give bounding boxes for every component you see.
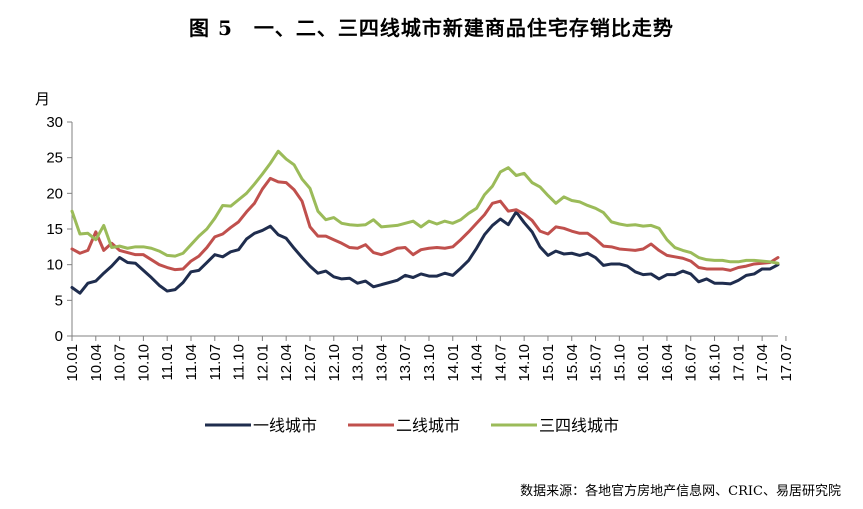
x-tick-label: 10.01 bbox=[64, 344, 81, 382]
x-tick-label: 10.04 bbox=[88, 344, 105, 382]
y-tick-label: 20 bbox=[46, 185, 63, 202]
x-tick-label: 16.04 bbox=[659, 344, 676, 382]
y-tick-label: 25 bbox=[46, 150, 63, 167]
y-axis-ticks: 0 5 10 15 20 25 30 bbox=[46, 114, 72, 345]
series-line-2 bbox=[70, 176, 780, 272]
x-tick-label: 15.10 bbox=[611, 344, 628, 382]
x-axis-ticks: 10.01 10.04 10.07 10.10 11.01 11.04 11.07 11.10… bbox=[64, 336, 795, 382]
x-tick-label: 11.04 bbox=[183, 344, 200, 380]
x-tick-label: 11.01 bbox=[159, 344, 176, 380]
chart-title: 图 5 一、二、三四线城市新建商品住宅存销比走势 bbox=[189, 16, 674, 40]
series-line-3 bbox=[70, 149, 780, 265]
x-tick-label: 16.10 bbox=[707, 344, 724, 382]
legend-label: 三四线城市 bbox=[539, 416, 619, 435]
legend: 一线城市 二线城市 三四线城市 bbox=[205, 416, 619, 435]
x-tick-label: 10.10 bbox=[135, 344, 152, 382]
x-tick-label: 15.07 bbox=[588, 344, 605, 382]
series-lines bbox=[70, 149, 780, 295]
x-tick-label: 12.07 bbox=[302, 344, 319, 382]
x-tick-label: 13.04 bbox=[373, 344, 390, 382]
x-tick-label: 11.10 bbox=[231, 344, 248, 380]
x-tick-label: 17.04 bbox=[754, 344, 771, 382]
legend-label: 二线城市 bbox=[396, 416, 460, 435]
x-tick-label: 14.04 bbox=[469, 344, 486, 382]
x-tick-label: 14.07 bbox=[492, 344, 509, 382]
series-line-1 bbox=[70, 210, 780, 295]
x-tick-label: 12.04 bbox=[278, 344, 295, 382]
x-tick-label: 14.10 bbox=[516, 344, 533, 382]
y-tick-label: 5 bbox=[55, 292, 63, 309]
x-tick-label: 13.01 bbox=[350, 344, 367, 382]
x-tick-label: 11.07 bbox=[207, 344, 224, 380]
x-tick-label: 10.07 bbox=[112, 344, 129, 382]
x-tick-label: 16.01 bbox=[635, 344, 652, 382]
x-tick-label: 13.07 bbox=[397, 344, 414, 382]
x-tick-label: 15.04 bbox=[564, 344, 581, 382]
x-tick-label: 13.10 bbox=[421, 344, 438, 382]
legend-label: 一线城市 bbox=[253, 416, 317, 435]
y-tick-label: 15 bbox=[46, 221, 63, 238]
x-tick-label: 17.01 bbox=[730, 344, 747, 382]
y-axis-unit-label: 月 bbox=[35, 90, 50, 108]
x-tick-label: 15.01 bbox=[540, 344, 557, 382]
chart-axes bbox=[71, 122, 778, 337]
x-tick-label: 14.01 bbox=[445, 344, 462, 382]
y-tick-label: 30 bbox=[46, 114, 63, 131]
x-tick-label: 12.10 bbox=[326, 344, 343, 382]
source-note: 数据来源：各地官方房地产信息网、CRIC、易居研究院 bbox=[520, 484, 841, 499]
y-tick-label: 0 bbox=[55, 328, 63, 345]
x-tick-label: 12.01 bbox=[254, 344, 271, 382]
x-tick-label: 16.07 bbox=[683, 344, 700, 382]
y-tick-label: 10 bbox=[46, 257, 63, 274]
x-tick-label: 17.07 bbox=[778, 344, 795, 382]
